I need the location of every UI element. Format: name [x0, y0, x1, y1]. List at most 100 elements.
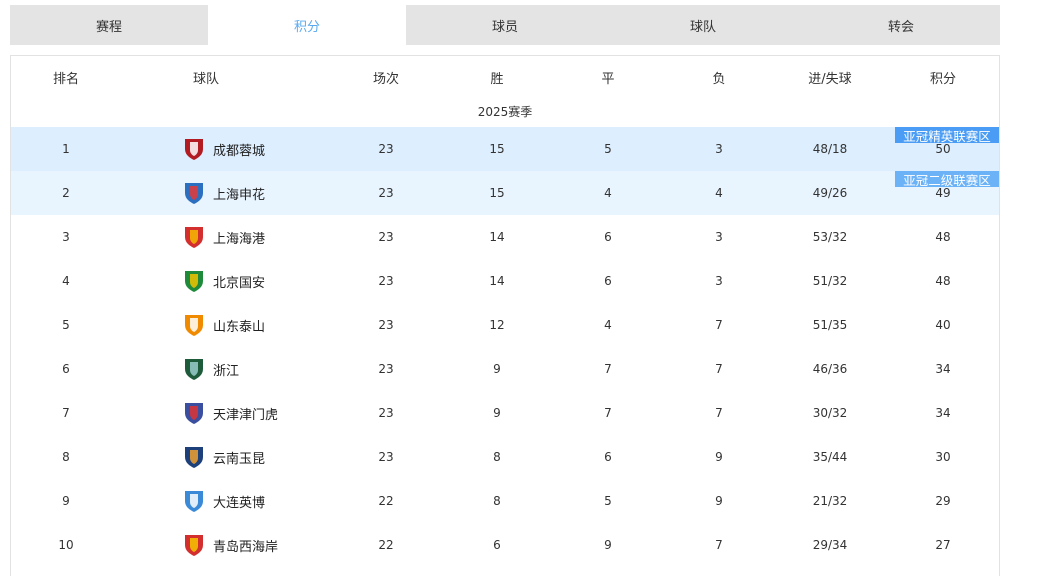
tab-3[interactable]: 球队 [604, 5, 802, 45]
rank-cell: 2 [62, 186, 70, 200]
team-name[interactable]: 青岛西海岸 [213, 539, 279, 555]
goals-cell: 30/32 [812, 406, 848, 420]
column-header[interactable]: 场次 [372, 71, 400, 87]
goals-cell: 29/34 [812, 538, 848, 552]
tab-1[interactable]: 积分 [208, 5, 406, 45]
goals-cell: 35/44 [812, 450, 848, 464]
tab-2[interactable]: 球员 [406, 5, 604, 45]
team-name[interactable]: 天津津门虎 [213, 407, 279, 423]
tianjin-jinmen-tiger-logo-icon [185, 403, 203, 424]
team-name[interactable]: 云南玉昆 [213, 451, 266, 467]
won-cell: 8 [493, 494, 501, 508]
team-name[interactable]: 浙江 [213, 363, 240, 379]
qingdao-west-coast-logo-icon [185, 535, 203, 556]
team-name[interactable]: 大连英博 [213, 495, 266, 511]
drawn-cell: 5 [604, 494, 612, 508]
points-cell: 48 [935, 230, 951, 244]
won-cell: 15 [489, 142, 505, 156]
team-cell[interactable]: 云南玉昆 [183, 435, 265, 479]
tab-4[interactable]: 转会 [802, 5, 1000, 45]
points-cell: 34 [935, 362, 951, 376]
lost-cell: 9 [715, 494, 723, 508]
team-name[interactable]: 山东泰山 [213, 319, 266, 335]
played-cell: 23 [378, 142, 394, 156]
table-row[interactable]: 3 上海海港 23 14 6 3 53/32 48 [11, 215, 999, 259]
won-cell: 12 [489, 318, 505, 332]
team-cell[interactable]: 上海海港 [183, 215, 265, 259]
won-cell: 6 [493, 538, 501, 552]
lost-cell: 7 [715, 318, 723, 332]
team-name[interactable]: 上海海港 [213, 231, 266, 247]
table-row[interactable]: 5 山东泰山 23 12 4 7 51/35 40 [11, 303, 999, 347]
yunnan-yukun-logo-icon [185, 447, 203, 468]
table-row[interactable]: 7 天津津门虎 23 9 7 7 30/32 34 [11, 391, 999, 435]
beijing-guoan-logo-icon [185, 271, 203, 292]
column-header[interactable]: 平 [601, 71, 615, 87]
chengdu-rongcheng-logo-icon [185, 139, 203, 160]
shanghai-shenhua-logo-icon [185, 183, 203, 204]
played-cell: 23 [378, 186, 394, 200]
played-cell: 23 [378, 318, 394, 332]
table-row[interactable]: 6 浙江 23 9 7 7 46/36 34 [11, 347, 999, 391]
table-row[interactable]: 1 成都蓉城 23 15 5 3 48/18 50 亚冠精英联赛区 [11, 127, 999, 171]
won-cell: 9 [493, 406, 501, 420]
lost-cell: 9 [715, 450, 723, 464]
lost-cell: 3 [715, 142, 723, 156]
column-header[interactable]: 排名 [52, 71, 80, 87]
dalian-yingbo-logo-icon [185, 491, 203, 512]
table-row[interactable]: 9 大连英博 22 8 5 9 21/32 29 [11, 479, 999, 523]
points-cell: 34 [935, 406, 951, 420]
played-cell: 22 [378, 494, 394, 508]
lost-cell: 3 [715, 230, 723, 244]
team-cell[interactable]: 上海申花 [183, 171, 265, 215]
lost-cell: 7 [715, 538, 723, 552]
table-row[interactable]: 2 上海申花 23 15 4 4 49/26 49 亚冠二级联赛区 [11, 171, 999, 215]
column-header[interactable]: 积分 [929, 71, 957, 87]
column-header[interactable]: 胜 [490, 71, 504, 87]
drawn-cell: 6 [604, 230, 612, 244]
team-cell[interactable]: 浙江 [183, 347, 239, 391]
points-cell: 29 [935, 494, 951, 508]
tab-bar: 赛程 积分 球员 球队 转会 [10, 5, 1000, 45]
standings-table: 排名 球队 场次胜平负进/失球 积分 2025赛季 1 成都蓉城 23 15 5 3 48/18 5… [10, 55, 1000, 576]
season-label: 2025赛季 [477, 105, 533, 119]
lost-cell: 4 [715, 186, 723, 200]
team-cell[interactable]: 北京国安 [183, 259, 265, 303]
shanghai-port-logo-icon [185, 227, 203, 248]
team-cell[interactable]: 成都蓉城 [183, 127, 265, 171]
column-header[interactable]: 球队 [192, 71, 220, 87]
tab-0[interactable]: 赛程 [10, 5, 208, 45]
drawn-cell: 9 [604, 538, 612, 552]
rank-cell: 4 [62, 274, 70, 288]
rank-cell: 9 [62, 494, 70, 508]
table-row[interactable]: 8 云南玉昆 23 8 6 9 35/44 30 [11, 435, 999, 479]
rank-cell: 10 [58, 538, 74, 552]
drawn-cell: 5 [604, 142, 612, 156]
rank-cell: 5 [62, 318, 70, 332]
lost-cell: 7 [715, 362, 723, 376]
team-cell[interactable]: 青岛西海岸 [183, 523, 278, 567]
team-name[interactable]: 北京国安 [213, 275, 266, 291]
rank-cell: 1 [62, 142, 70, 156]
goals-cell: 53/32 [812, 230, 848, 244]
table-row[interactable]: 10 青岛西海岸 22 6 9 7 29/34 27 [11, 523, 999, 567]
team-cell[interactable]: 天津津门虎 [183, 391, 278, 435]
team-name[interactable]: 成都蓉城 [213, 143, 266, 159]
qualification-badge: 亚冠精英联赛区 [895, 127, 999, 144]
team-name[interactable]: 上海申花 [213, 187, 266, 203]
rank-cell: 7 [62, 406, 70, 420]
table-row[interactable]: 4 北京国安 23 14 6 3 51/32 48 [11, 259, 999, 303]
column-header[interactable]: 负 [712, 71, 726, 87]
points-cell: 27 [935, 538, 951, 552]
goals-cell: 51/35 [812, 318, 848, 332]
team-cell[interactable]: 山东泰山 [183, 303, 265, 347]
won-cell: 15 [489, 186, 505, 200]
rank-cell: 8 [62, 450, 70, 464]
drawn-cell: 4 [604, 186, 612, 200]
shandong-taishan-logo-icon [185, 315, 203, 336]
drawn-cell: 7 [604, 362, 612, 376]
column-header[interactable]: 进/失球 [808, 71, 852, 87]
team-cell[interactable]: 大连英博 [183, 479, 265, 523]
goals-cell: 49/26 [812, 186, 848, 200]
won-cell: 9 [493, 362, 501, 376]
